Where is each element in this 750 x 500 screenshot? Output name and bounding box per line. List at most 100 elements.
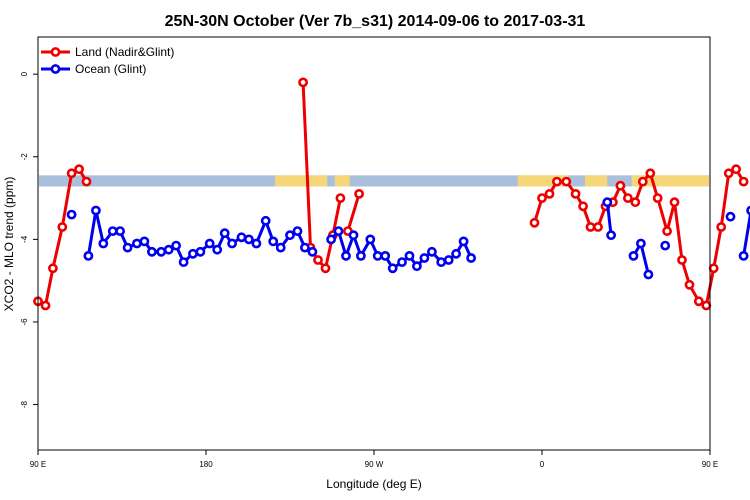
series-land-point <box>645 168 656 179</box>
series-ocean-point <box>91 205 101 216</box>
series-land-point <box>66 168 77 179</box>
series-ocean-point <box>268 236 279 247</box>
series-ocean-point <box>146 246 157 257</box>
series-ocean-point <box>275 242 286 253</box>
y-tick-label: -6 <box>20 318 29 326</box>
x-tick-label: 90 E <box>702 460 718 469</box>
series-ocean-point <box>443 255 454 265</box>
series-land-point <box>40 300 51 311</box>
series-land-point <box>593 222 603 232</box>
series-land-point <box>57 222 68 232</box>
series-land-point <box>623 193 633 203</box>
series-land-point <box>684 279 695 290</box>
series-ocean-point <box>725 211 736 222</box>
series-land-point <box>570 188 581 199</box>
series-land-line-3 <box>533 167 745 307</box>
x-tick-label: 180 <box>199 460 213 469</box>
series-land-point <box>561 176 572 187</box>
series-land-point <box>74 164 84 175</box>
series-ocean-point <box>243 234 254 245</box>
series-land-point <box>313 255 323 265</box>
series-ocean-point <box>66 209 77 220</box>
series-ocean-point <box>365 234 376 245</box>
series-ocean-point <box>251 238 262 249</box>
y-axis: 0 -2 -4 -6 -8 <box>20 71 38 408</box>
series-ocean-point <box>606 230 616 241</box>
series-land-point <box>693 296 704 307</box>
band-land-1 <box>334 175 350 187</box>
x-tick-label: 90 E <box>30 460 46 469</box>
series-ocean-point <box>227 238 237 249</box>
series-ocean-point <box>466 253 476 263</box>
series-land-point <box>716 222 727 232</box>
y-tick-label: -4 <box>20 235 29 243</box>
series-ocean-point <box>660 240 671 251</box>
x-tick-label: 0 <box>540 460 545 469</box>
series-ocean-line-3 <box>605 202 613 236</box>
series-ocean-point <box>139 236 150 247</box>
series-ocean-point <box>326 234 336 245</box>
series-ocean-point <box>171 240 181 251</box>
series-ocean-point <box>285 230 295 241</box>
series-land-point <box>529 217 540 228</box>
legend-land-label: Land (Nadir&Glint) <box>75 45 174 59</box>
series-ocean-point <box>341 250 351 261</box>
band-land-3 <box>584 175 608 187</box>
y-tick-label: -2 <box>20 153 29 161</box>
x-axis: 90 E 180 90 W 0 90 E <box>30 450 718 469</box>
series-land-point <box>335 193 346 203</box>
series-ocean-point <box>387 263 398 274</box>
chart-title: 25N-30N October (Ver 7b_s31) 2014-09-06 … <box>165 13 586 30</box>
x-axis-label: Longitude (deg E) <box>326 477 421 491</box>
series-ocean-point <box>115 226 125 236</box>
series-land-point <box>708 263 719 274</box>
band-land-0 <box>275 175 328 187</box>
series-land-point <box>537 193 547 203</box>
series-ocean <box>66 197 750 280</box>
series-land-point <box>731 164 741 175</box>
series-ocean-point <box>292 226 303 236</box>
series-land-point <box>723 168 734 179</box>
legend-ocean-marker <box>50 64 61 74</box>
series-land-point <box>578 201 588 212</box>
band-land-4 <box>631 175 709 187</box>
band-ocean <box>39 175 709 187</box>
series-land-point <box>637 176 648 187</box>
series-ocean-point <box>98 238 109 249</box>
series-ocean-point <box>355 250 366 261</box>
legend-ocean-label: Ocean (Glint) <box>75 62 146 76</box>
series-ocean-point <box>746 205 750 216</box>
series-ocean-point <box>426 246 437 257</box>
series-land-point <box>320 263 331 274</box>
y-axis-label: XCO2 - MLO trend (ppm) <box>2 177 16 312</box>
series-ocean-point <box>411 261 422 272</box>
series-ocean-point <box>628 250 639 261</box>
x-tick-label: 90 W <box>365 460 384 469</box>
series-land-point <box>48 263 58 274</box>
series-ocean-point <box>738 250 749 261</box>
series-ocean-point <box>451 248 461 259</box>
y-tick-label: 0 <box>20 71 29 76</box>
series-land-point <box>544 188 555 199</box>
series-ocean-point <box>419 253 430 263</box>
series-ocean-point <box>643 269 654 280</box>
series-land-line-2 <box>346 193 361 232</box>
y-tick-label: -8 <box>20 400 29 408</box>
series-land <box>33 77 749 311</box>
series-land-point <box>701 300 712 311</box>
series-land-point <box>81 176 92 187</box>
series-land-point <box>652 193 663 203</box>
series-ocean-point <box>260 215 271 226</box>
legend: Land (Nadir&Glint) Ocean (Glint) <box>41 45 174 76</box>
band-land-2 <box>517 175 569 187</box>
series-ocean-point <box>602 197 613 208</box>
series-ocean-point <box>348 230 359 241</box>
series-land-point <box>552 176 562 187</box>
coverage-band <box>39 175 709 187</box>
series-ocean-point <box>187 248 198 259</box>
series-land-line-0 <box>37 167 88 307</box>
series-land-point <box>615 180 626 191</box>
series-land-point <box>630 197 641 208</box>
series-layer <box>33 77 750 311</box>
series-land-point <box>669 197 680 208</box>
